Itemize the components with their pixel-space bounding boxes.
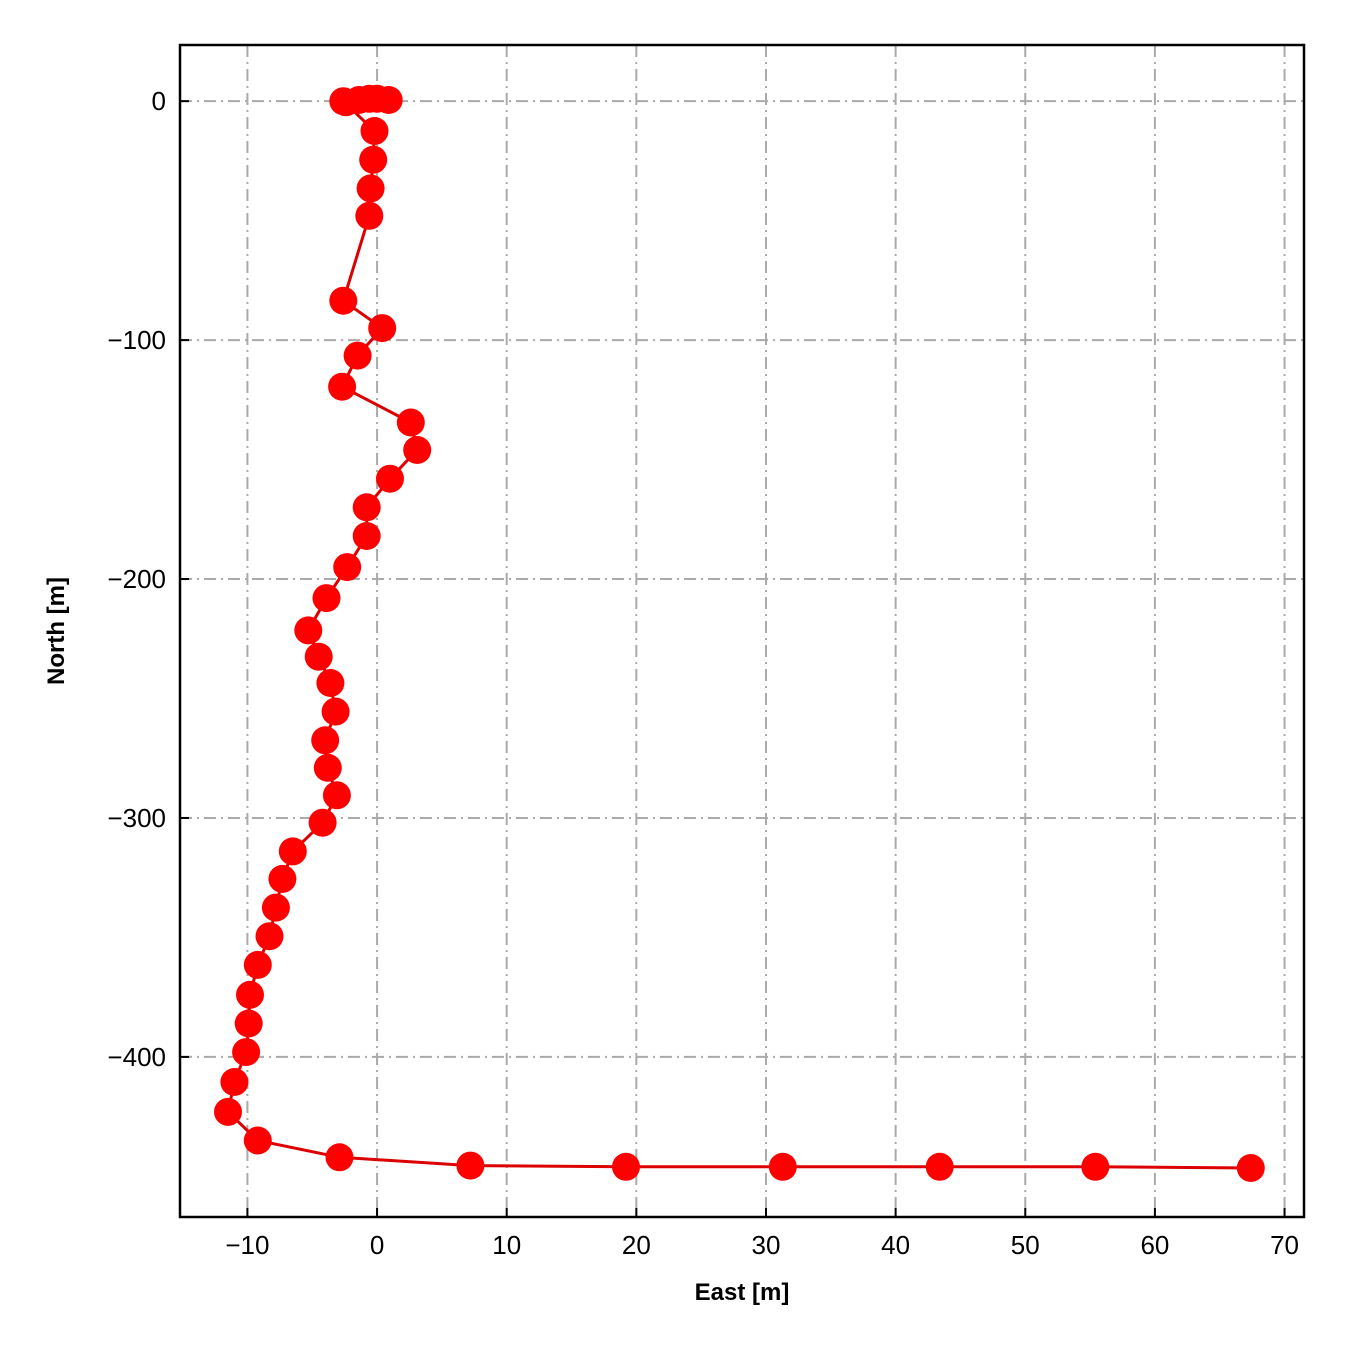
data-point bbox=[243, 950, 272, 979]
data-point bbox=[355, 201, 384, 230]
data-point bbox=[294, 616, 323, 645]
data-point bbox=[325, 1143, 354, 1172]
data-point bbox=[322, 781, 351, 810]
data-point bbox=[311, 726, 340, 755]
data-point bbox=[243, 1126, 272, 1155]
data-point bbox=[368, 314, 397, 343]
data-point bbox=[352, 522, 381, 550]
data-point bbox=[359, 145, 388, 174]
data-point bbox=[308, 808, 337, 837]
data-point bbox=[329, 286, 358, 315]
y-axis-title: North [m] bbox=[43, 577, 70, 685]
data-point bbox=[232, 1038, 261, 1067]
y-tick-label: 0 bbox=[152, 86, 166, 116]
data-point bbox=[312, 584, 341, 613]
data-point bbox=[356, 174, 385, 203]
data-point bbox=[456, 1151, 485, 1180]
x-tick-label: 50 bbox=[1011, 1230, 1040, 1260]
data-series bbox=[214, 84, 1265, 1182]
x-tick-label: −10 bbox=[225, 1230, 269, 1260]
x-tick-label: 20 bbox=[622, 1230, 651, 1260]
data-point bbox=[255, 922, 284, 951]
y-tick-label: −300 bbox=[107, 803, 166, 833]
x-tick-label: 40 bbox=[881, 1230, 910, 1260]
x-axis-title: East [m] bbox=[695, 1279, 790, 1306]
x-tick-label: 10 bbox=[492, 1230, 521, 1260]
data-point bbox=[268, 864, 297, 893]
data-point bbox=[612, 1152, 640, 1181]
x-tick-label: 70 bbox=[1270, 1230, 1299, 1260]
data-point bbox=[304, 642, 333, 671]
data-point bbox=[220, 1068, 249, 1096]
data-point bbox=[1236, 1154, 1265, 1182]
data-point bbox=[376, 464, 404, 493]
data-point bbox=[316, 669, 345, 697]
y-tick-label: −100 bbox=[107, 325, 166, 355]
data-point bbox=[396, 408, 425, 437]
data-point bbox=[329, 87, 358, 116]
data-point bbox=[234, 1009, 263, 1038]
data-point bbox=[236, 980, 264, 1009]
y-tick-label: −200 bbox=[107, 564, 166, 594]
data-point bbox=[328, 372, 357, 401]
data-point bbox=[1081, 1152, 1110, 1181]
data-point bbox=[278, 837, 307, 866]
grid bbox=[180, 45, 1304, 1217]
plot-frame bbox=[178, 43, 1306, 1219]
data-point bbox=[261, 893, 290, 922]
y-tick-label: −400 bbox=[107, 1042, 166, 1072]
data-point bbox=[321, 697, 350, 726]
data-point bbox=[343, 341, 372, 370]
data-point bbox=[925, 1152, 954, 1181]
data-point bbox=[352, 493, 381, 522]
data-point bbox=[214, 1097, 242, 1126]
data-point bbox=[333, 553, 362, 582]
x-tick-label: 0 bbox=[370, 1230, 384, 1260]
data-point bbox=[360, 117, 389, 145]
data-point bbox=[403, 436, 432, 464]
data-point bbox=[768, 1152, 797, 1181]
data-point bbox=[313, 753, 342, 782]
x-tick-label: 60 bbox=[1140, 1230, 1169, 1260]
x-tick-label: 30 bbox=[752, 1230, 781, 1260]
axis-ticks: −10 0 10 20 30 40 50 60 700−100−200−300−400 bbox=[107, 86, 1299, 1260]
